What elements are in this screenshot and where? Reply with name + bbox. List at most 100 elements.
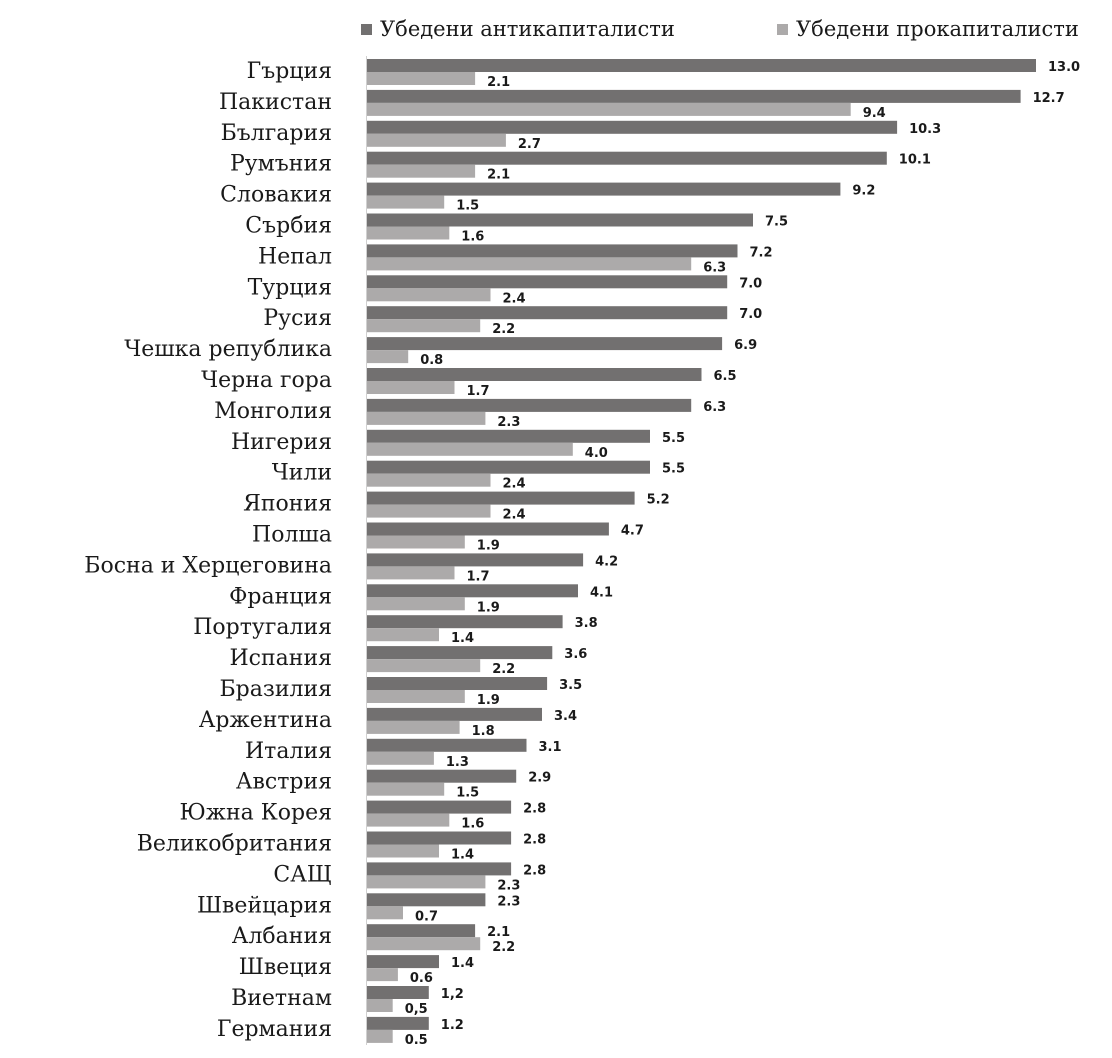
value-label-pro: 2.3 xyxy=(497,415,520,430)
bar-pro xyxy=(367,968,398,982)
category-label: Чешка република xyxy=(124,337,332,362)
bar-pro xyxy=(367,566,455,580)
category-label: Аржентина xyxy=(199,708,332,733)
value-label-pro: 1.9 xyxy=(477,693,500,708)
bar-group: Сърбия 7.5 1.6 xyxy=(245,213,788,245)
bar-group: Босна и Херцеговина 4.2 1.7 xyxy=(84,553,618,584)
value-label-pro: 1.6 xyxy=(461,230,484,245)
value-label-anti: 3.6 xyxy=(564,647,587,662)
bar-group: Монголия 6.3 2.3 xyxy=(214,398,726,430)
category-label: Испания xyxy=(230,646,333,671)
legend-label-anti: Убедени антикапиталисти xyxy=(380,17,675,41)
value-label-pro: 1.5 xyxy=(456,199,479,214)
category-label: Монголия xyxy=(214,399,332,424)
bar-anti xyxy=(367,553,584,567)
value-label-pro: 1.5 xyxy=(456,786,479,801)
value-label-pro: 1.8 xyxy=(472,724,495,739)
category-label: Гърция xyxy=(247,59,332,84)
legend: Убедени антикапиталисти Убедени прокапит… xyxy=(361,17,1079,41)
bar-pro xyxy=(367,1029,393,1043)
bar-pro xyxy=(367,195,445,209)
value-label-anti: 3.8 xyxy=(575,616,598,631)
bar-anti xyxy=(367,491,635,505)
bar-anti xyxy=(367,738,527,752)
bar-anti xyxy=(367,707,542,721)
bar-pro xyxy=(367,659,481,673)
category-label: Швейцария xyxy=(197,893,332,918)
value-label-pro: 9.4 xyxy=(863,106,886,121)
legend-label-pro: Убедени прокапиталисти xyxy=(796,17,1079,41)
value-label-pro: 2.2 xyxy=(492,940,515,955)
bar-pro xyxy=(367,411,486,425)
bar-anti xyxy=(367,646,553,660)
value-label-pro: 2.1 xyxy=(487,75,510,90)
bar-anti xyxy=(367,1016,429,1030)
bar-group: Португалия 3.8 1.4 xyxy=(193,615,598,646)
value-label-anti: 2.8 xyxy=(523,833,546,848)
bar-pro xyxy=(367,288,491,302)
bar-anti xyxy=(367,275,728,289)
value-label-anti: 10.1 xyxy=(899,153,931,168)
value-label-pro: 2.7 xyxy=(518,137,541,152)
value-label-anti: 7.2 xyxy=(750,245,773,260)
bar-pro xyxy=(367,720,460,734)
bar-anti xyxy=(367,924,476,938)
category-label: Полша xyxy=(252,523,332,548)
value-label-anti: 6.5 xyxy=(714,369,737,384)
bar-group: Чешка република 6.9 0.8 xyxy=(124,337,757,368)
value-label-pro: 2.1 xyxy=(487,168,510,183)
value-label-pro: 1.4 xyxy=(451,848,474,863)
category-label: Италия xyxy=(245,739,332,764)
bar-anti xyxy=(367,986,429,999)
bar-group: Бразилия 3.5 1.9 xyxy=(219,677,582,708)
value-label-pro: 1.9 xyxy=(477,600,500,615)
value-label-pro: 0.5 xyxy=(405,1033,428,1048)
value-label-anti: 2.8 xyxy=(523,802,546,817)
value-label-pro: 6.3 xyxy=(703,260,726,275)
bar-pro xyxy=(367,257,692,271)
bar-group: Пакистан 12.7 9.4 xyxy=(219,89,1065,121)
bar-anti xyxy=(367,59,1036,72)
bar-pro xyxy=(367,999,393,1012)
value-label-pro: 0.7 xyxy=(415,909,438,924)
bar-anti xyxy=(367,955,439,969)
bar-group: Румъния 10.1 2.1 xyxy=(230,151,931,183)
value-label-anti: 3.1 xyxy=(539,740,562,755)
value-label-anti: 7.0 xyxy=(739,307,762,322)
bar-anti xyxy=(367,862,512,876)
value-label-anti: 6.3 xyxy=(703,400,726,415)
category-label: Словакия xyxy=(220,183,332,208)
category-label: Великобритания xyxy=(137,832,332,857)
bar-group: Германия 1.2 0.5 xyxy=(217,1016,464,1048)
value-label-pro: 1.9 xyxy=(477,539,500,554)
category-label: Португалия xyxy=(193,615,332,640)
value-label-anti: 9.2 xyxy=(852,184,875,199)
value-label-anti: 12.7 xyxy=(1033,91,1065,106)
value-label-pro: 1.7 xyxy=(467,384,490,399)
category-label: Непал xyxy=(258,244,332,269)
category-label: България xyxy=(221,121,332,146)
value-label-anti: 3.4 xyxy=(554,709,577,724)
bar-anti xyxy=(367,306,728,320)
value-label-anti: 3.5 xyxy=(559,678,582,693)
bar-group: България 10.3 2.7 xyxy=(221,120,941,152)
category-label: Турция xyxy=(248,275,332,300)
value-label-pro: 0.8 xyxy=(420,353,443,368)
bar-group: Аржентина 3.4 1.8 xyxy=(199,707,577,739)
bar-anti xyxy=(367,831,512,845)
bar-anti xyxy=(367,460,650,474)
category-label: Сърбия xyxy=(245,214,332,239)
value-label-pro: 2.2 xyxy=(492,662,515,677)
value-label-anti: 4.2 xyxy=(595,554,618,569)
bar-group: Словакия 9.2 1.5 xyxy=(220,182,875,214)
bar-group: Чили 5.5 2.4 xyxy=(272,460,685,492)
value-label-pro: 0,5 xyxy=(405,1002,428,1017)
category-label: Албания xyxy=(232,924,332,949)
bar-anti xyxy=(367,615,563,629)
bar-group: Испания 3.6 2.2 xyxy=(230,646,587,677)
value-label-anti: 5.5 xyxy=(662,431,685,446)
bar-group: Австрия 2.9 1.5 xyxy=(236,769,551,801)
value-label-anti: 5.2 xyxy=(647,493,670,508)
category-label: Южна Корея xyxy=(179,801,332,826)
